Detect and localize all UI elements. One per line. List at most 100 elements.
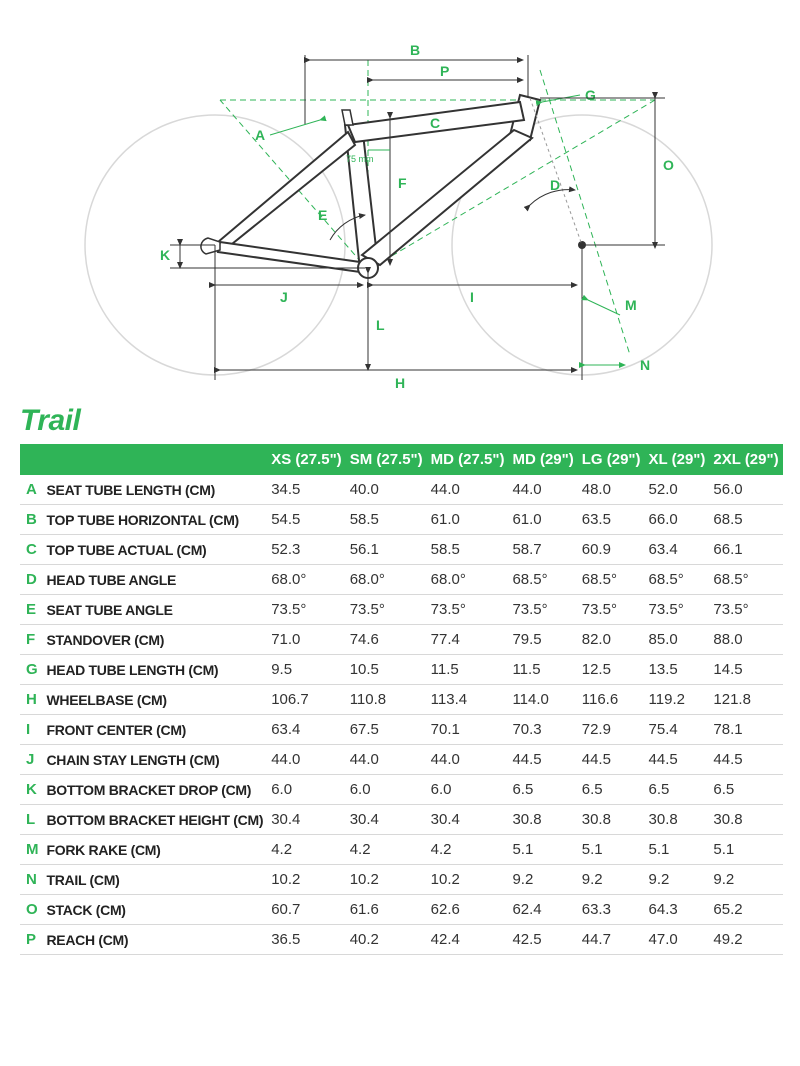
label-75mm: 75 mm [346,154,374,164]
label-E: E [318,207,327,223]
row-value: 64.3 [645,895,710,925]
row-value: 60.7 [267,895,345,925]
row-value: 61.0 [427,505,509,535]
row-value: 13.5 [645,655,710,685]
row-key: J [20,745,43,775]
row-value: 63.4 [645,535,710,565]
row-value: 58.5 [427,535,509,565]
row-value: 52.3 [267,535,345,565]
row-value: 12.5 [578,655,645,685]
row-label: HEAD TUBE ANGLE [43,565,268,595]
row-value: 44.0 [267,745,345,775]
row-value: 75.4 [645,715,710,745]
row-value: 82.0 [578,625,645,655]
row-value: 5.1 [645,835,710,865]
row-key: H [20,685,43,715]
row-value: 114.0 [508,685,577,715]
row-value: 9.2 [645,865,710,895]
label-M: M [625,297,637,313]
row-value: 6.5 [645,775,710,805]
row-value: 74.6 [346,625,427,655]
row-value: 30.8 [645,805,710,835]
table-row: HWHEELBASE (CM)106.7110.8113.4114.0116.6… [20,685,783,715]
row-value: 6.5 [508,775,577,805]
row-value: 30.8 [578,805,645,835]
table-row: NTRAIL (CM)10.210.210.29.29.29.29.2 [20,865,783,895]
row-value: 36.5 [267,925,345,955]
row-value: 88.0 [709,625,782,655]
row-value: 63.5 [578,505,645,535]
row-value: 68.5 [709,505,782,535]
row-value: 30.8 [508,805,577,835]
row-value: 44.0 [427,745,509,775]
row-value: 68.0° [346,565,427,595]
row-value: 68.5° [709,565,782,595]
row-value: 56.1 [346,535,427,565]
row-value: 10.2 [427,865,509,895]
table-row: BTOP TUBE HORIZONTAL (CM)54.558.561.061.… [20,505,783,535]
table-row: KBOTTOM BRACKET DROP (CM)6.06.06.06.56.5… [20,775,783,805]
row-key: I [20,715,43,745]
row-value: 62.6 [427,895,509,925]
row-label: FORK RAKE (CM) [43,835,268,865]
row-key: D [20,565,43,595]
row-label: TOP TUBE HORIZONTAL (CM) [43,505,268,535]
row-value: 73.5° [427,595,509,625]
row-value: 61.6 [346,895,427,925]
row-value: 70.1 [427,715,509,745]
table-row: CTOP TUBE ACTUAL (CM)52.356.158.558.760.… [20,535,783,565]
table-row: JCHAIN STAY LENGTH (CM)44.044.044.044.54… [20,745,783,775]
row-value: 42.5 [508,925,577,955]
row-value: 30.8 [709,805,782,835]
row-value: 63.4 [267,715,345,745]
row-value: 70.3 [508,715,577,745]
row-label: BOTTOM BRACKET HEIGHT (CM) [43,805,268,835]
label-F: F [398,175,407,191]
row-value: 52.0 [645,475,710,505]
row-value: 68.5° [645,565,710,595]
geometry-diagram: B P C A G O F 75 mm E D K [20,10,780,400]
label-G: G [585,87,596,103]
row-value: 73.5° [709,595,782,625]
row-key: F [20,625,43,655]
row-label: TOP TUBE ACTUAL (CM) [43,535,268,565]
row-value: 44.5 [578,745,645,775]
table-row: OSTACK (CM)60.761.662.662.463.364.365.2 [20,895,783,925]
row-value: 44.5 [508,745,577,775]
row-label: WHEELBASE (CM) [43,685,268,715]
row-value: 68.0° [267,565,345,595]
row-value: 68.5° [578,565,645,595]
row-key: O [20,895,43,925]
row-value: 73.5° [645,595,710,625]
label-K: K [160,247,170,263]
table-header: 2XL (29") [709,444,782,475]
table-row: MFORK RAKE (CM)4.24.24.25.15.15.15.1 [20,835,783,865]
row-value: 58.5 [346,505,427,535]
row-value: 34.5 [267,475,345,505]
row-value: 4.2 [346,835,427,865]
row-value: 44.5 [645,745,710,775]
row-label: CHAIN STAY LENGTH (CM) [43,745,268,775]
row-value: 30.4 [267,805,345,835]
row-value: 106.7 [267,685,345,715]
row-value: 11.5 [508,655,577,685]
geometry-table: XS (27.5")SM (27.5")MD (27.5")MD (29")LG… [20,444,783,955]
row-value: 4.2 [427,835,509,865]
label-A: A [255,127,265,143]
row-value: 5.1 [709,835,782,865]
row-value: 49.2 [709,925,782,955]
row-value: 44.0 [346,745,427,775]
row-value: 113.4 [427,685,509,715]
row-value: 30.4 [346,805,427,835]
row-value: 10.2 [346,865,427,895]
row-value: 71.0 [267,625,345,655]
label-B: B [410,42,420,58]
row-label: STACK (CM) [43,895,268,925]
row-value: 68.5° [508,565,577,595]
table-header: XL (29") [645,444,710,475]
label-J: J [280,289,288,305]
row-key: N [20,865,43,895]
row-key: E [20,595,43,625]
row-value: 40.0 [346,475,427,505]
row-value: 67.5 [346,715,427,745]
